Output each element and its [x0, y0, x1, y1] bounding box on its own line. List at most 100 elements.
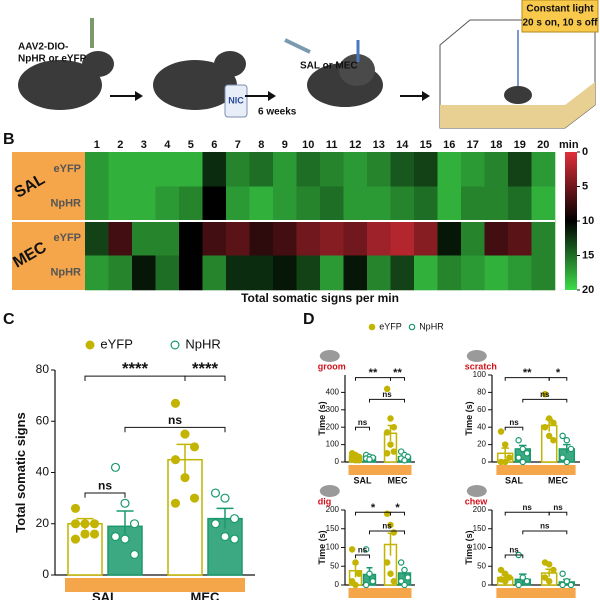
data-point: [348, 546, 356, 553]
colorbar: [565, 152, 577, 290]
heatmap-cell: [202, 186, 227, 222]
data-point: [563, 578, 571, 585]
data-point: [545, 432, 553, 440]
heatmap-cell: [343, 152, 368, 187]
heatmap-cell: [202, 255, 227, 291]
data-point: [383, 429, 391, 436]
heatmap-cell: [85, 186, 109, 222]
colorbar-tick-label: 0: [582, 146, 588, 158]
heatmap-cell: [320, 221, 344, 256]
heatmap-cell: [132, 255, 156, 291]
arrowhead: [422, 91, 430, 101]
data-point: [387, 521, 394, 529]
heatmap-cell: [202, 221, 227, 256]
data-point: [383, 385, 391, 393]
heatmap-cell: [108, 186, 133, 222]
drug-text: NIC: [228, 95, 244, 105]
heatmap-cell: [296, 186, 321, 222]
data-point: [129, 519, 140, 529]
heatmap-cell: [390, 221, 415, 256]
column-label: 18: [490, 139, 502, 151]
heatmap-cell: [249, 255, 274, 291]
heatmap-cell: [249, 221, 274, 256]
heatmap-cell: [155, 152, 180, 187]
y-tick-label: 60: [477, 405, 486, 414]
heatmap-cell: [508, 221, 532, 256]
panel-label: D: [303, 311, 315, 328]
heatmap-cell: [132, 186, 156, 222]
heatmap-cell: [155, 255, 180, 291]
behavior-title: dig: [318, 496, 332, 506]
data-point: [120, 498, 130, 508]
syringe: [284, 38, 311, 54]
treatment-bar: [65, 578, 245, 592]
data-point: [352, 581, 359, 589]
y-tick-label: 200: [326, 505, 340, 514]
data-point: [541, 390, 549, 398]
heatmap-cell: [273, 221, 297, 256]
heatmap-cell: [273, 152, 297, 187]
data-point: [170, 498, 181, 508]
heatmap-cell: [343, 186, 368, 222]
heatmap-cell: [367, 152, 391, 187]
significance-bracket: [184, 375, 226, 381]
significance-label: ****: [192, 359, 219, 378]
data-point: [390, 448, 398, 455]
x-tick-label: SAL: [505, 475, 524, 485]
heatmap-cell: [296, 152, 321, 187]
data-point: [497, 428, 505, 435]
column-label: 14: [396, 139, 409, 151]
arrowhead: [135, 91, 143, 101]
significance-bracket: [548, 511, 568, 516]
column-label: 7: [235, 139, 241, 151]
heatmap-cell: [390, 255, 415, 291]
data-point: [501, 441, 509, 448]
light-text: 20 s on, 10 s off: [522, 18, 598, 29]
treatment-bar: [348, 465, 412, 475]
heatmap-cell: [367, 221, 391, 256]
y-tick-label: 0: [335, 457, 340, 466]
delay-text: 6 weeks: [258, 107, 297, 118]
significance-label: ns: [358, 418, 368, 427]
x-tick-label: SAL: [92, 589, 118, 600]
data-point: [229, 514, 240, 524]
behavior-icon: [466, 350, 487, 362]
data-point: [550, 437, 557, 444]
y-tick-label: 200: [326, 422, 340, 431]
behavior-title: groom: [318, 361, 346, 371]
data-point: [387, 441, 394, 448]
heatmap-cell: [296, 255, 321, 291]
data-point: [401, 457, 408, 464]
column-label: 17: [467, 139, 479, 151]
legend-label: eYFP: [100, 336, 133, 351]
heatmap-cell: [273, 186, 297, 222]
data-point: [129, 549, 140, 560]
mouse: [153, 60, 237, 110]
data-point: [515, 454, 522, 461]
heatmap-cell: [226, 255, 250, 291]
data-point: [355, 457, 363, 464]
data-point: [515, 437, 522, 444]
column-label: 15: [420, 139, 432, 151]
y-axis-label: Time (s): [317, 530, 327, 564]
heatmap-cell: [320, 186, 344, 222]
data-point: [519, 458, 527, 466]
legend-label: NpHR: [419, 321, 444, 331]
significance-label: ns: [523, 503, 533, 512]
data-point: [210, 519, 221, 529]
data-point: [506, 574, 513, 581]
data-point: [497, 566, 505, 574]
heatmap-cell: [132, 221, 156, 256]
heatmap-cell: [367, 186, 391, 222]
heatmap-cell: [437, 255, 462, 291]
y-tick-label: 100: [326, 440, 340, 449]
data-point: [387, 570, 394, 577]
heatmap-cell: [531, 186, 556, 222]
column-label: 1: [94, 139, 100, 151]
heatmap-cell: [390, 186, 415, 222]
y-tick-label: 100: [473, 543, 487, 552]
x-tick-label: SAL: [354, 475, 373, 485]
data-point: [515, 581, 522, 589]
data-point: [70, 519, 81, 529]
data-point: [110, 462, 121, 472]
